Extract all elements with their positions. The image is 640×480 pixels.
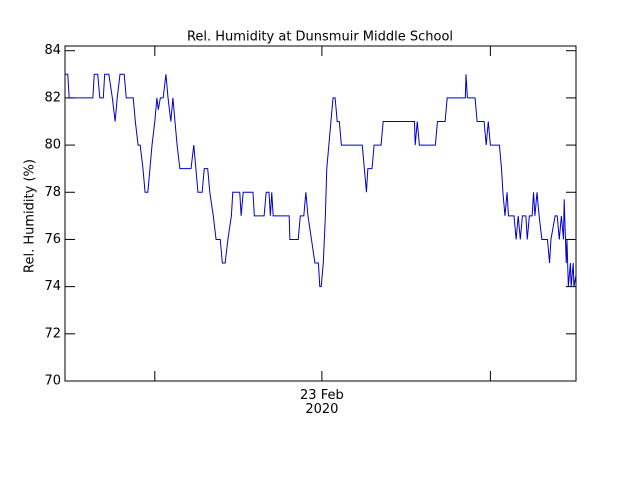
y-tick-label: 70 [44, 374, 61, 389]
y-axis-label: Rel. Humidity (%) [23, 159, 38, 273]
y-tick-label: 82 [44, 90, 61, 105]
chart-title: Rel. Humidity at Dunsmuir Middle School [187, 30, 453, 45]
y-tick-label: 78 [44, 185, 61, 200]
y-tick-label: 80 [44, 138, 61, 153]
data-line [65, 73, 577, 288]
plot-frame [64, 45, 577, 382]
y-tick-label: 76 [44, 232, 61, 247]
y-tick-label: 72 [44, 326, 61, 341]
x-tick-label: 23 Feb 2020 [300, 388, 344, 417]
y-tick-label: 74 [44, 279, 61, 294]
y-tick-label: 84 [44, 43, 61, 58]
